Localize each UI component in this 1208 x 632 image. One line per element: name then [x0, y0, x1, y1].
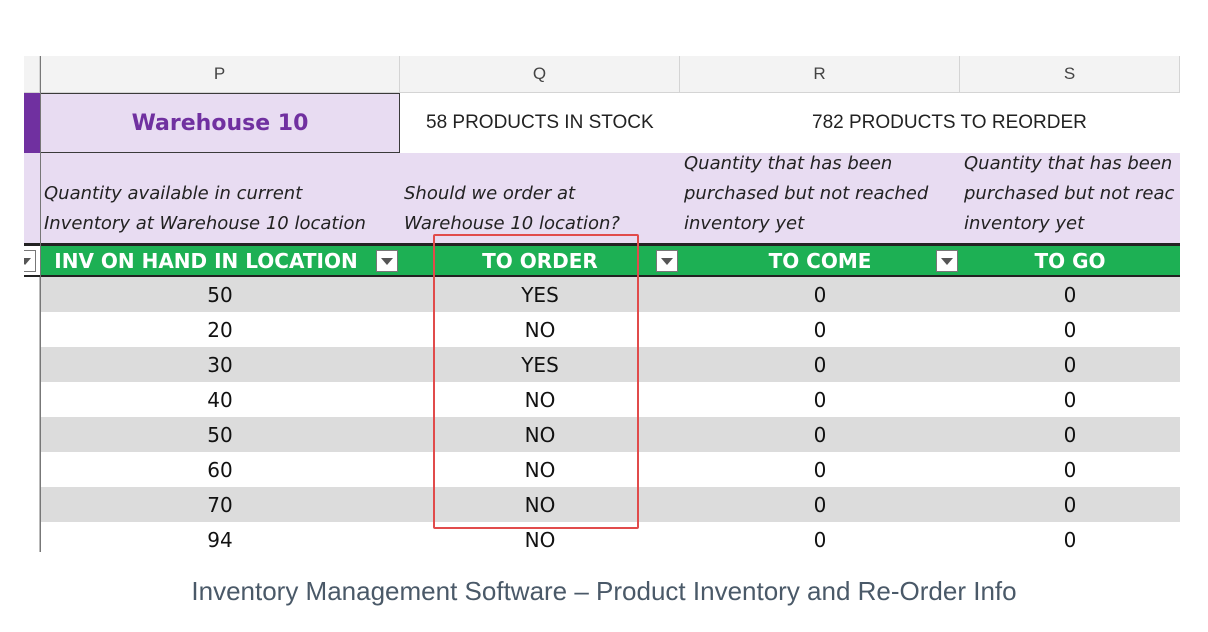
cell-to-go[interactable]: 0	[960, 347, 1180, 382]
cell-to-order[interactable]: NO	[524, 527, 556, 552]
row-stub	[24, 522, 40, 552]
row-stub	[24, 382, 40, 417]
cell-inv-on-hand[interactable]: 94	[207, 527, 233, 552]
table-row: 70 NO 0 0	[24, 487, 1180, 522]
cell-to-order[interactable]: YES	[400, 277, 680, 312]
warehouse-label[interactable]: Warehouse 10	[40, 93, 400, 153]
image-caption: Inventory Management Software – Product …	[191, 576, 1017, 606]
cell-to-go[interactable]: 0	[1063, 457, 1077, 482]
cell-to-come[interactable]: 0	[680, 347, 960, 382]
table-row: 50 YES 0 0	[24, 277, 1180, 312]
cell-inv-on-hand[interactable]: 50	[40, 417, 400, 452]
description-stub	[24, 153, 40, 243]
cell-to-come[interactable]: 0	[813, 387, 827, 412]
cell-to-go[interactable]: 0	[960, 487, 1180, 522]
cell-inv-on-hand[interactable]: 20	[207, 317, 233, 342]
header-stub	[24, 243, 40, 277]
description-p[interactable]: Quantity available in current Inventory …	[40, 153, 400, 243]
header-to-come: TO COME	[680, 243, 960, 277]
description-line: Quantity that has been	[964, 153, 1173, 174]
description-line: inventory yet	[684, 213, 805, 234]
table-body: 50 YES 0 0 20 NO 0 0 30 YES 0 0 40 NO 0 0 50 NO 0 0 60 NO 0 0 70…	[24, 277, 1180, 552]
column-header-r[interactable]: R	[680, 56, 960, 93]
to-reorder-count[interactable]: 782 PRODUCTS TO REORDER	[680, 93, 1180, 153]
table-row: 40 NO 0 0	[24, 382, 1180, 417]
in-stock-count[interactable]: 58 PRODUCTS IN STOCK	[400, 93, 680, 153]
cell-to-come[interactable]: 0	[813, 457, 827, 482]
description-line: Quantity that has been	[684, 153, 893, 174]
description-line: purchased but not reac	[964, 183, 1175, 204]
cell-inv-on-hand[interactable]: 60	[207, 457, 233, 482]
filter-dropdown-icon[interactable]	[936, 250, 958, 272]
description-s[interactable]: Quantity that has been purchased but not…	[960, 153, 1180, 243]
table-row: 50 NO 0 0	[24, 417, 1180, 452]
table-row: 94 NO 0 0	[24, 522, 1180, 552]
cell-to-order[interactable]: NO	[400, 417, 680, 452]
table-header-row: INV ON HAND IN LOCATION TO ORDER TO COME…	[24, 243, 1180, 277]
cell-to-go[interactable]: 0	[1063, 527, 1077, 552]
cell-to-go[interactable]: 0	[960, 277, 1180, 312]
description-q[interactable]: Should we order at Warehouse 10 location…	[400, 153, 680, 243]
cell-to-go[interactable]: 0	[1063, 387, 1077, 412]
table-row: 20 NO 0 0	[24, 312, 1180, 347]
row-stub	[24, 487, 40, 522]
cell-to-go[interactable]: 0	[1063, 317, 1077, 342]
filter-dropdown-icon[interactable]	[24, 250, 36, 272]
column-header-p[interactable]: P	[40, 56, 400, 93]
description-line: Warehouse 10 location?	[404, 213, 620, 234]
band-accent	[24, 93, 40, 153]
header-label: TO COME	[768, 248, 872, 273]
table-row: 30 YES 0 0	[24, 347, 1180, 382]
row-stub	[24, 277, 40, 312]
description-line: Quantity available in current	[44, 183, 303, 204]
cell-to-come[interactable]: 0	[680, 417, 960, 452]
row-stub	[24, 312, 40, 347]
row-stub	[24, 452, 40, 487]
column-headers: P Q R S	[24, 56, 1180, 93]
cell-to-order[interactable]: NO	[524, 317, 556, 342]
cell-to-order[interactable]: YES	[400, 347, 680, 382]
description-line: inventory yet	[964, 213, 1085, 234]
spreadsheet: P Q R S Warehouse 10 58 PRODUCTS IN STOC…	[24, 56, 1180, 552]
column-header-q[interactable]: Q	[400, 56, 680, 93]
cell-to-order[interactable]: NO	[524, 457, 556, 482]
cell-to-go[interactable]: 0	[960, 417, 1180, 452]
row-stub	[24, 347, 40, 382]
filter-dropdown-icon[interactable]	[376, 250, 398, 272]
description-line: Inventory at Warehouse 10 location	[44, 213, 366, 234]
cell-inv-on-hand[interactable]: 70	[40, 487, 400, 522]
cell-to-order[interactable]: NO	[524, 387, 556, 412]
cell-to-come[interactable]: 0	[680, 277, 960, 312]
header-to-order: TO ORDER	[400, 243, 680, 277]
cell-inv-on-hand[interactable]: 40	[207, 387, 233, 412]
row-header-divider	[40, 56, 41, 552]
cell-inv-on-hand[interactable]: 30	[40, 347, 400, 382]
description-line: purchased but not reached	[684, 183, 929, 204]
cell-inv-on-hand[interactable]: 50	[40, 277, 400, 312]
description-r[interactable]: Quantity that has been purchased but not…	[680, 153, 960, 243]
description-line: Should we order at	[404, 183, 576, 204]
row-stub	[24, 417, 40, 452]
cell-to-come[interactable]: 0	[813, 317, 827, 342]
header-label: INV ON HAND IN LOCATION	[54, 248, 358, 273]
cell-to-come[interactable]: 0	[813, 527, 827, 552]
filter-dropdown-icon[interactable]	[656, 250, 678, 272]
header-to-go: TO GO	[960, 243, 1180, 277]
table-row: 60 NO 0 0	[24, 452, 1180, 487]
column-header-s[interactable]: S	[960, 56, 1180, 93]
header-label: TO ORDER	[482, 248, 598, 273]
description-row: Quantity available in current Inventory …	[24, 153, 1180, 243]
cell-to-order[interactable]: NO	[400, 487, 680, 522]
cell-to-come[interactable]: 0	[680, 487, 960, 522]
column-header-stub	[24, 56, 40, 93]
header-inv-on-hand: INV ON HAND IN LOCATION	[40, 243, 400, 277]
header-label: TO GO	[1034, 248, 1106, 273]
summary-band: Warehouse 10 58 PRODUCTS IN STOCK 782 PR…	[24, 93, 1180, 153]
